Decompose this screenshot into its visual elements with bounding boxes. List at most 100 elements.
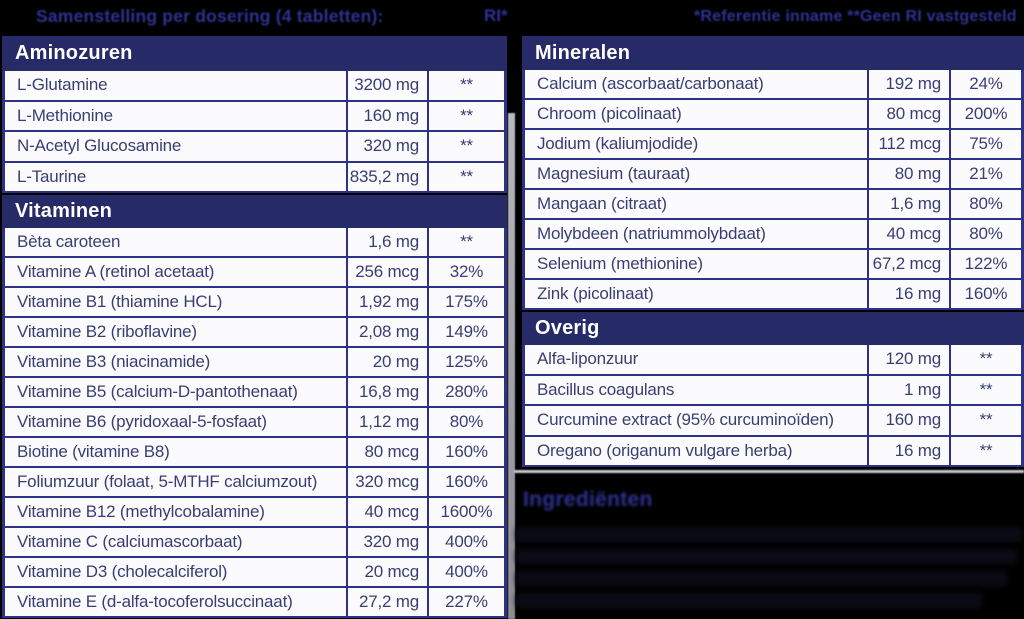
ingredient-amount: 16,8 mg [346, 378, 427, 407]
section-header-overig: Overig [522, 312, 1024, 345]
ingredient-name: Chroom (picolinaat) [537, 104, 682, 123]
ingredient-amount: 160 mg [346, 101, 427, 131]
ingredient-ri: ** [949, 375, 1021, 405]
ingredient-amount: 320 mg [346, 132, 427, 161]
ingredient-ri: 160% [427, 438, 504, 467]
ingredient-ri: 400% [427, 528, 504, 557]
ingredient-ri: ** [427, 101, 504, 131]
ingredient-name: Vitamine D3 (cholecalciferol) [17, 562, 228, 582]
table-row: Magnesium (tauraat) 80 mg 21% [525, 160, 1021, 190]
ingredient-ri: ** [427, 71, 504, 100]
ingredient-ri: ** [949, 436, 1021, 466]
ingredient-ri: 125% [427, 348, 504, 377]
aminozuren-rows: L-Glutamine 3200 mg ** L-Methionine 160 … [2, 71, 507, 194]
table-row: Jodium (kaliumjodide) 112 mcg 75% [525, 130, 1021, 160]
ingredient-amount: 1,12 mg [346, 408, 427, 437]
ingredient-ri: ** [949, 345, 1021, 374]
section-title: Mineralen [535, 41, 631, 64]
table-row: Zink (picolinaat) 16 mg 160% [525, 280, 1021, 310]
ingredient-amount: 20 mg [346, 348, 427, 377]
illegible-paragraph [516, 527, 1022, 615]
ingredient-ri: 24% [949, 70, 1021, 98]
ingredient-amount: 80 mcg [346, 438, 427, 467]
ingredient-amount: 3200 mg [346, 71, 427, 100]
table-row: Vitamine B6 (pyridoxaal-5-fosfaat) 1,12 … [5, 408, 504, 439]
ingredient-name: Vitamine B1 (thiamine HCL) [17, 292, 223, 312]
ingredient-amount: 192 mg [867, 70, 949, 98]
table-row: L-Taurine 835,2 mg ** [5, 162, 504, 194]
table-row: Selenium (methionine) 67,2 mcg 122% [525, 250, 1021, 280]
ingredient-name: L-Methionine [17, 105, 113, 125]
table-row: Vitamine E (d-alfa-tocoferolsuccinaat) 2… [5, 588, 504, 619]
scrollbar-strip [508, 113, 515, 619]
table-row: Vitamine B1 (thiamine HCL) 1,92 mg 175% [5, 288, 504, 319]
ingredient-ri: ** [427, 162, 504, 192]
ingredient-amount: 1,6 mg [867, 190, 949, 218]
ingredient-ri: 80% [949, 190, 1021, 218]
ingredient-ri: 122% [949, 250, 1021, 278]
ingredient-ri: 160% [949, 280, 1021, 308]
ingredient-amount: 2,08 mg [346, 318, 427, 347]
ingredient-amount: 67,2 mcg [867, 250, 949, 278]
overig-rows: Alfa-liponzuur 120 mg ** Bacillus coagul… [522, 345, 1024, 468]
ingredient-amount: 320 mg [346, 528, 427, 557]
ingredient-name: Vitamine B3 (niacinamide) [17, 352, 211, 372]
ingredient-name: Alfa-liponzuur [537, 349, 639, 369]
ingredient-name: Vitamine B6 (pyridoxaal-5-fosfaat) [17, 412, 267, 432]
table-row: Vitamine D3 (cholecalciferol) 20 mcg 400… [5, 558, 504, 589]
section-gap [522, 310, 1024, 312]
ingredient-name: Zink (picolinaat) [537, 284, 654, 303]
ingredient-amount: 40 mcg [346, 498, 427, 527]
ingredient-amount: 1,92 mg [346, 288, 427, 317]
ingredient-name: Vitamine E (d-alfa-tocoferolsuccinaat) [17, 592, 293, 612]
table-row: Vitamine C (calciumascorbaat) 320 mg 400… [5, 528, 504, 559]
table-row: Curcumine extract (95% curcuminoïden) 16… [525, 406, 1021, 437]
ingredient-amount: 835,2 mg [346, 162, 427, 192]
ingredient-ri: 21% [949, 160, 1021, 188]
ingredient-ri: 149% [427, 318, 504, 347]
table-row: Vitamine A (retinol acetaat) 256 mcg 32% [5, 258, 504, 289]
ingredient-ri: 280% [427, 378, 504, 407]
table-row: Vitamine B5 (calcium-D-pantothenaat) 16,… [5, 378, 504, 409]
ingredient-name: Bèta caroteen [17, 232, 121, 252]
section-title: Vitaminen [15, 200, 113, 223]
table-row: L-Glutamine 3200 mg ** [5, 71, 504, 102]
ingredient-ri: ** [949, 406, 1021, 435]
ingredient-amount: 320 mcg [346, 468, 427, 497]
ingredient-name: Vitamine A (retinol acetaat) [17, 262, 215, 282]
vitaminen-table: Vitaminen Bèta caroteen 1,6 mg ** Vitami… [2, 195, 507, 619]
ingredient-ri: ** [427, 228, 504, 257]
section-header-mineralen: Mineralen [522, 36, 1024, 70]
table-row: Vitamine B3 (niacinamide) 20 mg 125% [5, 348, 504, 379]
ingredient-amount: 40 mcg [867, 220, 949, 248]
ingredient-ri: 175% [427, 288, 504, 317]
ingredient-name: Jodium (kaliumjodide) [537, 134, 699, 153]
table-row: Vitamine B2 (riboflavine) 2,08 mg 149% [5, 318, 504, 349]
ingredient-amount: 16 mg [867, 436, 949, 466]
ingredient-amount: 160 mg [867, 406, 949, 435]
ingredient-name: Oregano (origanum vulgare herba) [537, 441, 793, 461]
ingredient-name: Curcumine extract (95% curcuminoïden) [537, 410, 834, 430]
ingredient-amount: 112 mcg [867, 130, 949, 158]
ingredient-name: Molybdeen (natriummolybdaat) [537, 224, 766, 243]
ingredient-name: Vitamine C (calciumascorbaat) [17, 532, 243, 552]
table-row: Calcium (ascorbaat/carbonaat) 192 mg 24% [525, 70, 1021, 100]
mineralen-table: Mineralen Calcium (ascorbaat/carbonaat) … [522, 36, 1024, 310]
left-column: Aminozuren L-Glutamine 3200 mg ** L-Meth… [2, 36, 507, 619]
ingredient-ri: 80% [949, 220, 1021, 248]
ingredient-amount: 256 mcg [346, 258, 427, 287]
illegible-paragraph-line [516, 593, 982, 608]
table-row: Vitamine B12 (methylcobalamine) 40 mcg 1… [5, 498, 504, 529]
ingredient-name: Magnesium (tauraat) [537, 164, 691, 183]
ingredient-name: Foliumzuur (folaat, 5-MTHF calciumzout) [17, 472, 318, 492]
ingredient-ri: 1600% [427, 498, 504, 527]
table-row: N-Acetyl Glucosamine 320 mg ** [5, 132, 504, 163]
right-column: Mineralen Calcium (ascorbaat/carbonaat) … [522, 36, 1024, 468]
section-title: Overig [535, 317, 600, 339]
section-gap [2, 193, 507, 196]
illegible-paragraph-line [516, 527, 1022, 542]
ingredient-name: Mangaan (citraat) [537, 194, 667, 213]
ri-column-label: RI* [484, 6, 508, 25]
table-row: Chroom (picolinaat) 80 mcg 200% [525, 100, 1021, 130]
reference-intake-note: *Referentie inname **Geen RI vastgesteld [694, 8, 1017, 25]
